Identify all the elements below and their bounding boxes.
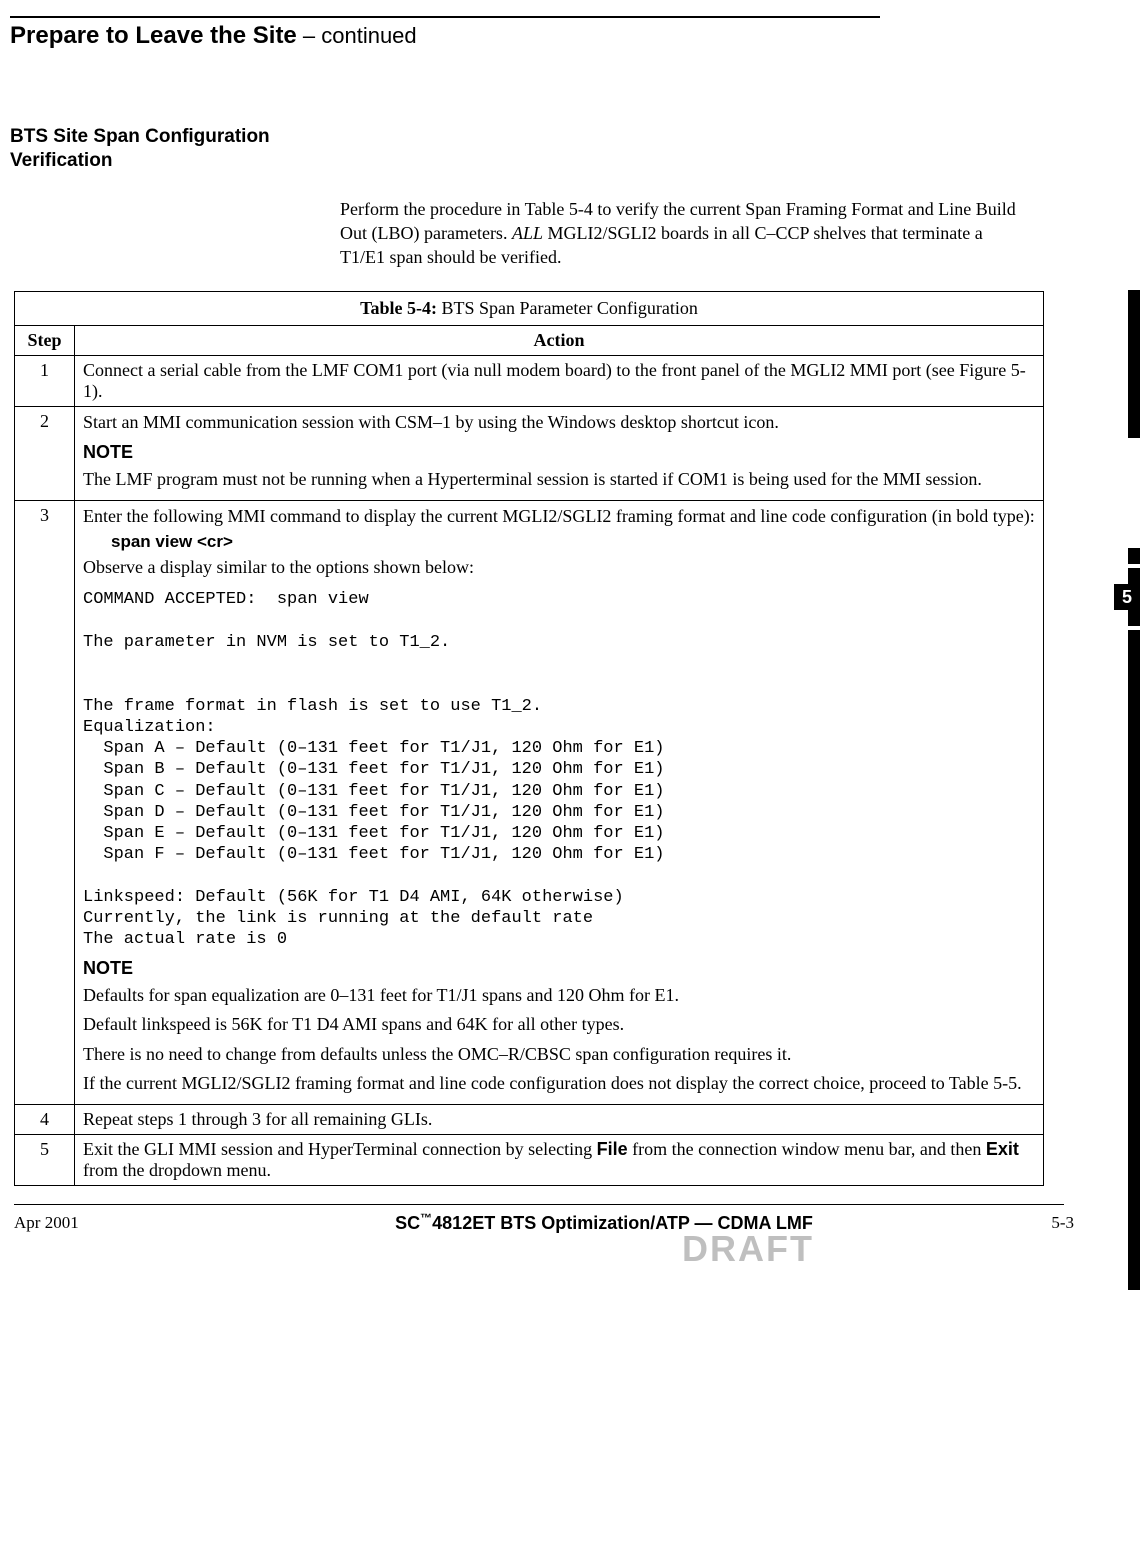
intro-italic: ALL bbox=[512, 223, 543, 243]
title-main: Prepare to Leave the Site bbox=[10, 22, 297, 49]
side-blackbar bbox=[1128, 610, 1140, 1290]
step3-observe: Observe a display similar to the options… bbox=[83, 556, 1035, 579]
note-label: NOTE bbox=[83, 957, 1035, 980]
step5-pre: Exit the GLI MMI session and HyperTermin… bbox=[83, 1139, 597, 1159]
table-row: 5 Exit the GLI MMI session and HyperTerm… bbox=[15, 1134, 1044, 1185]
step-num: 4 bbox=[15, 1104, 75, 1134]
section-heading-line2: Verification bbox=[10, 149, 1120, 173]
step5-mid: from the connection window menu bar, and… bbox=[628, 1139, 986, 1159]
section-heading-line1: BTS Site Span Configuration bbox=[10, 125, 1120, 149]
step-action: Enter the following MMI command to displ… bbox=[75, 500, 1044, 1104]
mmi-command: span view <cr> bbox=[111, 532, 1035, 552]
exit-menu-word: Exit bbox=[986, 1139, 1019, 1159]
table-row: 1 Connect a serial cable from the LMF CO… bbox=[15, 356, 1044, 407]
side-blackbar bbox=[1128, 548, 1140, 584]
footer-title: SC™4812ET BTS Optimization/ATP — CDMA LM… bbox=[194, 1209, 1014, 1234]
page-footer: Apr 2001 SC™4812ET BTS Optimization/ATP … bbox=[14, 1205, 1074, 1234]
caption-label: Table 5-4: bbox=[360, 298, 437, 318]
step2-text: Start an MMI communication session with … bbox=[83, 411, 1035, 434]
step-num: 3 bbox=[15, 500, 75, 1104]
footer-date: Apr 2001 bbox=[14, 1209, 194, 1233]
note-p1: Defaults for span equalization are 0–131… bbox=[83, 984, 1035, 1007]
table-row: 3 Enter the following MMI command to dis… bbox=[15, 500, 1044, 1104]
table-row: 2 Start an MMI communication session wit… bbox=[15, 407, 1044, 500]
step5-post: from the dropdown menu. bbox=[83, 1160, 271, 1180]
title-continued: – continued bbox=[297, 23, 417, 48]
page-number: 5-3 bbox=[1014, 1209, 1074, 1233]
chapter-tab: 5 bbox=[1114, 584, 1140, 610]
terminal-output: COMMAND ACCEPTED: span view The paramete… bbox=[83, 589, 1035, 950]
note-p4: If the current MGLI2/SGLI2 framing forma… bbox=[83, 1072, 1035, 1095]
footer-pre: SC bbox=[395, 1213, 420, 1233]
step3-lead: Enter the following MMI command to displ… bbox=[83, 505, 1035, 528]
step-num: 5 bbox=[15, 1134, 75, 1185]
note-p2: Default linkspeed is 56K for T1 D4 AMI s… bbox=[83, 1013, 1035, 1036]
step-num: 1 bbox=[15, 356, 75, 407]
step-action: Exit the GLI MMI session and HyperTermin… bbox=[75, 1134, 1044, 1185]
step-action: Repeat steps 1 through 3 for all remaini… bbox=[75, 1104, 1044, 1134]
note-text: The LMF program must not be running when… bbox=[83, 468, 1035, 491]
draft-watermark: DRAFT bbox=[682, 1228, 814, 1270]
step-num: 2 bbox=[15, 407, 75, 500]
file-menu-word: File bbox=[597, 1139, 628, 1159]
col-action: Action bbox=[75, 326, 1044, 356]
col-step: Step bbox=[15, 326, 75, 356]
trademark-icon: ™ bbox=[420, 1211, 432, 1225]
section-heading: BTS Site Span Configuration Verification bbox=[10, 125, 1120, 173]
table-caption: Table 5-4: BTS Span Parameter Configurat… bbox=[15, 292, 1044, 326]
step-action: Start an MMI communication session with … bbox=[75, 407, 1044, 500]
caption-text: BTS Span Parameter Configuration bbox=[437, 298, 698, 318]
note-label: NOTE bbox=[83, 441, 1035, 464]
procedure-table: Table 5-4: BTS Span Parameter Configurat… bbox=[14, 291, 1044, 1185]
table-row: 4 Repeat steps 1 through 3 for all remai… bbox=[15, 1104, 1044, 1134]
page-title: Prepare to Leave the Site – continued bbox=[10, 22, 1120, 50]
intro-paragraph: Perform the procedure in Table 5-4 to ve… bbox=[340, 197, 1020, 270]
side-blackbar bbox=[1128, 290, 1140, 438]
step-action: Connect a serial cable from the LMF COM1… bbox=[75, 356, 1044, 407]
note-p3: There is no need to change from defaults… bbox=[83, 1043, 1035, 1066]
